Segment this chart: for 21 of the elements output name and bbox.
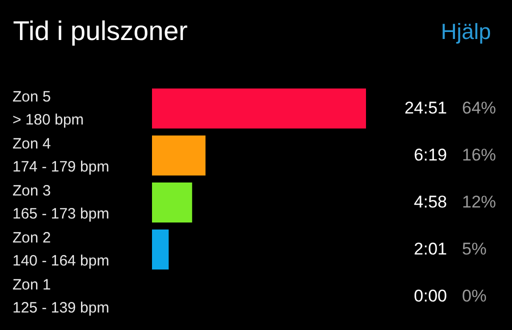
bar	[152, 136, 206, 176]
text: 0:00	[414, 286, 447, 306]
bar	[152, 230, 169, 270]
text: 16%	[462, 146, 496, 164]
bar	[152, 88, 366, 128]
y-tick-label: Zon 5 > 180 bpm	[12, 88, 84, 128]
text: 2:01	[414, 240, 447, 258]
text: 64%	[462, 98, 496, 118]
text: 4:58	[414, 192, 447, 212]
y-tick-label: Zon 3 165 - 173 bpm	[12, 182, 110, 222]
bar	[152, 182, 192, 222]
text: 24:51	[404, 98, 447, 118]
text: Hjälp	[440, 19, 491, 44]
y-tick-label: Zon 4 174 - 179 bpm	[12, 136, 110, 176]
text: 6:19	[414, 146, 447, 164]
text: 12%	[462, 192, 496, 212]
y-tick-label: Zon 2 140 - 164 bpm	[12, 230, 110, 270]
text: 0%	[462, 286, 487, 306]
y-tick-label: Zon 1 125 - 139 bpm	[12, 276, 110, 316]
chart-title: Tid i pulszoner	[13, 16, 188, 46]
text: 5%	[462, 240, 487, 258]
